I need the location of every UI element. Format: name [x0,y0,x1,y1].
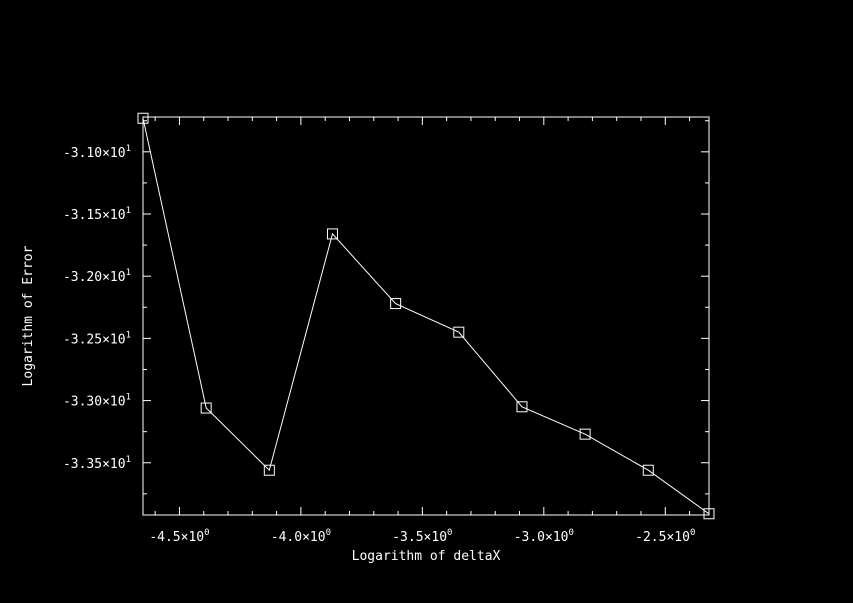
y-tick-label: -3.30×101 [63,393,131,410]
x-tick-label: -4.5×100 [149,528,209,545]
y-tick-label: -3.35×101 [63,455,131,472]
data-point-marker [579,428,591,440]
x-tick-label: -4.0×100 [271,528,331,545]
y-tick-label: -3.15×101 [63,206,131,223]
data-point-marker [326,228,338,240]
series-line [142,118,710,515]
data-point-marker [642,464,654,476]
data-point-marker [200,402,212,414]
data-point-marker [453,326,465,338]
x-tick-label: -3.0×100 [514,528,574,545]
y-tick-label: -3.25×101 [63,330,131,347]
x-tick-label: -2.5×100 [635,528,695,545]
y-axis-label: Logarithm of Error [21,245,36,386]
x-tick-label: -3.5×100 [392,528,452,545]
data-point-marker [390,298,402,310]
plot-frame [142,116,710,516]
data-point-marker [263,464,275,476]
tick-marks [143,117,709,515]
tick-labels: -4.5×100 -4.0×100 -3.5×100 -3.0×100 -2.5×100… [63,144,695,545]
y-tick-label: -3.10×101 [63,144,131,161]
data-point-marker [516,401,528,413]
y-tick-label: -3.20×101 [63,268,131,285]
x-axis-label: Logarithm of deltaX [352,549,501,564]
